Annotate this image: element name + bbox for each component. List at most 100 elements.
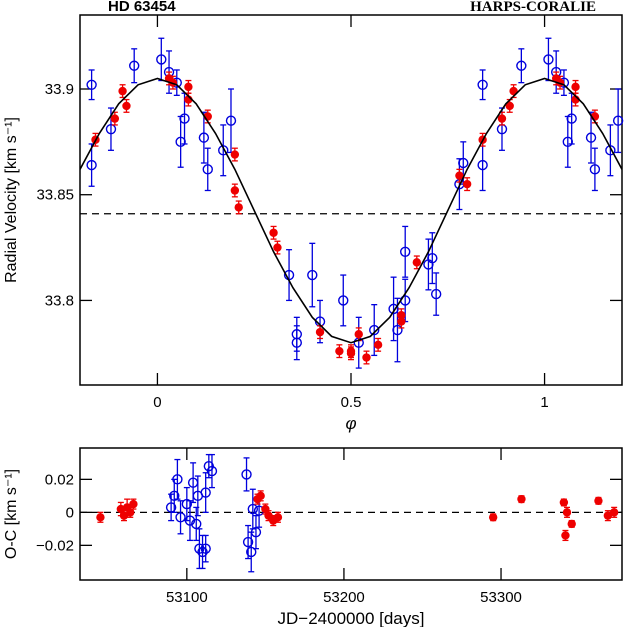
data-point [291, 329, 302, 340]
data-point [269, 228, 278, 237]
data-point [246, 546, 257, 558]
data-point [497, 114, 507, 123]
data-point [567, 519, 576, 529]
y-tick-label: 33.8 [45, 292, 74, 309]
data-point [184, 82, 193, 92]
data-point [200, 543, 211, 554]
data-point [571, 82, 580, 92]
data-point [412, 258, 422, 267]
data-point [184, 515, 196, 526]
data-point [202, 164, 213, 175]
data-point [122, 101, 131, 111]
data-point [105, 123, 117, 135]
data-point [129, 499, 138, 509]
data-point [561, 531, 570, 540]
data-point [462, 179, 472, 189]
plot-frame [79, 447, 623, 581]
annotation: HARPS-CORALIE [470, 0, 596, 15]
data-point [509, 86, 518, 96]
data-point [562, 508, 572, 517]
data-point [191, 518, 202, 530]
data-point [458, 157, 469, 169]
data-point [517, 494, 526, 504]
data-point [206, 465, 218, 477]
data-point [261, 504, 270, 514]
data-point [175, 512, 186, 523]
data-point [369, 324, 380, 336]
data-point [603, 511, 613, 520]
data-point [179, 113, 190, 124]
data-point [247, 503, 259, 515]
data-point [241, 469, 252, 480]
data-point [566, 113, 577, 124]
data-point [126, 508, 135, 517]
data-point [400, 246, 411, 258]
annotation: HD 63454 [108, 0, 176, 15]
data-point [234, 203, 243, 212]
data-point [156, 54, 167, 65]
data-point [96, 513, 105, 522]
x-tick-label: 53200 [323, 589, 365, 606]
x-tick-label: 0 [153, 394, 161, 411]
data-point [230, 150, 240, 159]
data-point [197, 546, 208, 558]
data-point [609, 508, 619, 517]
data-point [230, 186, 240, 195]
y-axis-label: Radial Velocity [km s⁻¹] [3, 117, 20, 283]
y-tick-label: 0 [66, 504, 74, 521]
data-point [430, 288, 442, 300]
y-tick-label: 33.85 [36, 187, 74, 204]
data-point [589, 164, 601, 175]
data-point [118, 86, 127, 96]
data-point [373, 340, 383, 350]
data-point [455, 171, 464, 180]
data-point [110, 114, 120, 123]
data-point [194, 543, 205, 554]
data-point [86, 159, 97, 171]
data-point [397, 311, 406, 320]
data-point [338, 295, 349, 306]
data-point [172, 474, 183, 485]
x-tick-label: 53100 [166, 589, 208, 606]
data-point [315, 327, 325, 337]
y-tick-label: 0.02 [45, 471, 74, 488]
data-point [594, 496, 603, 505]
data-point [273, 243, 282, 252]
y-axis-label: O-C [km s⁻¹] [3, 469, 20, 559]
data-point [242, 536, 254, 548]
y-tick-label: 33.9 [45, 81, 74, 98]
data-point [169, 490, 180, 502]
data-point [250, 526, 262, 538]
data-point [477, 79, 488, 90]
data-point [335, 346, 344, 356]
data-point [477, 159, 488, 171]
data-point [165, 502, 177, 513]
data-point [605, 145, 616, 156]
model-curve [80, 77, 622, 344]
data-point [516, 60, 527, 71]
x-axis-label: φ [345, 414, 356, 433]
data-point [505, 101, 514, 111]
data-point [218, 145, 229, 156]
data-point [128, 60, 140, 71]
x-tick-label: 0.5 [341, 394, 362, 411]
data-point [354, 330, 363, 339]
data-point [612, 115, 624, 126]
data-point [559, 498, 569, 507]
data-point [488, 513, 498, 522]
data-point [200, 487, 211, 498]
data-point [427, 252, 438, 264]
x-axis-label: JD−2400000 [days] [278, 609, 425, 627]
data-point [585, 132, 597, 143]
data-point [198, 132, 210, 143]
y-tick-label: −0.02 [36, 537, 74, 554]
x-tick-label: 53300 [480, 589, 522, 606]
x-tick-label: 1 [540, 394, 548, 411]
data-point [86, 79, 97, 90]
data-point [543, 54, 554, 65]
data-point [307, 269, 318, 281]
data-point [181, 498, 193, 510]
data-point [346, 346, 356, 356]
